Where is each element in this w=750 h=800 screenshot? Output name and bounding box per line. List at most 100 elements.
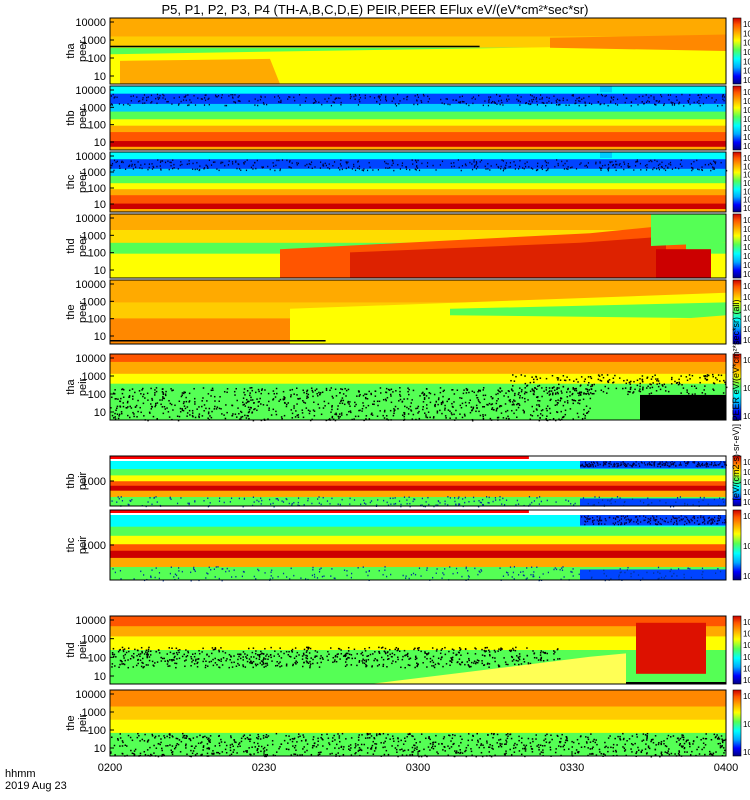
colorbar-tick-label: 10⁷ <box>743 225 750 234</box>
y-axis-label-line: thc <box>65 537 77 552</box>
y-axis-label: thepeir <box>65 713 89 732</box>
y-tick-label: 1000 <box>82 540 106 552</box>
colorbar-tick-label: 10⁶ <box>743 458 750 467</box>
panel-frame <box>109 17 727 85</box>
y-tick-label: 1000 <box>82 230 106 242</box>
colorbar <box>732 17 742 85</box>
chart-title: P5, P1, P2, P3, P4 (TH-A,B,C,D,E) PEIR,P… <box>161 2 589 17</box>
panel-thc-peer: 10 100 1000 10000 thcpeer 10²10³10⁴10⁵10⁶10⁷1… <box>65 151 750 213</box>
colorbar-tick-label: 10³ <box>743 488 750 497</box>
panel-frame <box>109 151 727 213</box>
y-axis-label-line: peir <box>77 471 89 490</box>
spectrogram-thd-peir <box>110 616 726 685</box>
x-tick-label: 0400 <box>714 762 738 774</box>
y-axis-label-line: peer <box>77 171 89 193</box>
y-axis-label-line: thd <box>65 642 77 657</box>
colorbar-tick-label: 10³ <box>743 325 750 334</box>
spectrogram-thc-peir <box>110 510 727 582</box>
y-axis-label-line: thb <box>65 110 77 125</box>
y-tick-label: 10000 <box>75 353 106 365</box>
colorbar <box>732 151 742 213</box>
y-tick-label: 10 <box>94 671 106 683</box>
colorbar-tick-label: 10³ <box>743 196 750 205</box>
colorbar-tick-label: 10⁷ <box>743 97 750 106</box>
y-axis-label-line: thd <box>65 238 77 253</box>
colorbar-tick-label: 10⁶ <box>743 39 750 48</box>
colorbar-tick-label: 10⁴ <box>743 187 750 196</box>
colorbar-tick-label: 10⁵ <box>743 115 750 124</box>
y-tick-label: 10 <box>94 71 106 83</box>
y-tick-label: 100 <box>88 183 106 195</box>
colorbar-tick-label: 10⁴ <box>743 252 750 261</box>
y-tick-label: 1000 <box>82 167 106 179</box>
spectrogram-thb-peer <box>110 86 726 151</box>
colorbar-tick-label: 10⁴ <box>743 314 750 323</box>
colorbar-tick-label: 10⁷ <box>743 618 750 627</box>
colorbar-tick-label: 10² <box>743 748 750 757</box>
colorbar <box>732 85 742 151</box>
spectrogram-tha-peer <box>110 18 726 85</box>
colorbar-tick-label: 10² <box>743 412 750 421</box>
y-tick-label: 1000 <box>82 634 106 646</box>
colorbar <box>732 279 742 345</box>
colorbar-tick-label: 10⁴ <box>743 478 750 487</box>
colorbar-tick-label: 10⁷ <box>743 282 750 291</box>
time-format-label: hhmm <box>5 768 36 780</box>
colorbar-tick-label: 10⁵ <box>743 243 750 252</box>
colorbar-tick-label: 10⁶ <box>743 171 750 180</box>
colorbar-tick-label: 10⁶ <box>743 512 750 521</box>
y-tick-label: 10000 <box>75 279 106 291</box>
spectrogram-thd-peer <box>110 214 726 279</box>
y-tick-label: 10000 <box>75 85 106 97</box>
spectrogram-the-peir <box>110 690 727 758</box>
colorbar-tick-label: 10⁴ <box>743 653 750 662</box>
colorbar-tick-label: 10² <box>743 142 750 151</box>
colorbar-tick-label: 10⁶ <box>743 692 750 701</box>
y-axis-label-line: peir <box>77 377 89 396</box>
y-tick-label: 1000 <box>82 707 106 719</box>
y-axis-label-line: peir <box>77 713 89 732</box>
y-axis-label: thbpeir <box>65 471 89 490</box>
y-axis-label-line: peer <box>77 40 89 62</box>
colorbar-tick-label: 10² <box>743 572 750 581</box>
y-axis-label-line: peer <box>77 301 89 323</box>
colorbar <box>732 689 742 757</box>
spectrogram-thb-peir <box>110 456 727 508</box>
y-axis-label-line: peer <box>77 235 89 257</box>
colorbar <box>732 509 742 581</box>
y-axis-label-line: thc <box>65 174 77 189</box>
y-axis-label: thdpeer <box>65 235 89 257</box>
panel-frame <box>109 279 727 345</box>
y-axis-label: thepeer <box>65 301 89 323</box>
spectrogram-thc-peer <box>110 152 728 213</box>
y-axis-label: thapeir <box>65 377 89 396</box>
panel-frame <box>109 353 727 421</box>
y-tick-label: 10 <box>94 137 106 149</box>
date-label: 2019 Aug 23 <box>5 780 67 792</box>
colorbar-tick-label: 10⁸ <box>743 154 750 163</box>
colorbar-tick-label: 10⁵ <box>743 641 750 650</box>
colorbar-tick-label: 10³ <box>743 261 750 270</box>
x-tick-label: 0200 <box>98 762 122 774</box>
y-axis-label-line: tha <box>65 42 77 58</box>
time-label-block: hhmm 2019 Aug 23 <box>5 768 67 792</box>
y-tick-label: 100 <box>88 53 106 65</box>
y-tick-label: 100 <box>88 120 106 132</box>
colorbar-tick-label: 10⁷ <box>743 29 750 38</box>
colorbar <box>732 455 742 507</box>
y-tick-label: 10000 <box>75 615 106 627</box>
colorbar-tick-label: 10⁶ <box>743 293 750 302</box>
panel-frame <box>109 213 727 279</box>
colorbar-tick-label: 10⁵ <box>743 304 750 313</box>
y-tick-label: 100 <box>88 389 106 401</box>
colorbar-tick-label: 10² <box>743 498 750 507</box>
colorbar-tick-label: 10⁵ <box>743 48 750 57</box>
panel-thc-peir: 1000thcpeir10²10⁴10⁶ <box>65 509 750 582</box>
colorbar-tick-label: 10⁶ <box>743 630 750 639</box>
y-tick-label: 1000 <box>82 102 106 114</box>
panel-thd-peir: 10 100 1000 10000 thdpeir 10² 10³ 10⁴ 10⁵ 10⁶ 10⁷ <box>65 615 750 685</box>
y-tick-label: 1000 <box>82 296 106 308</box>
colorbar-tick-label: 10³ <box>743 67 750 76</box>
colorbar-tick-label: 10⁴ <box>743 542 750 551</box>
